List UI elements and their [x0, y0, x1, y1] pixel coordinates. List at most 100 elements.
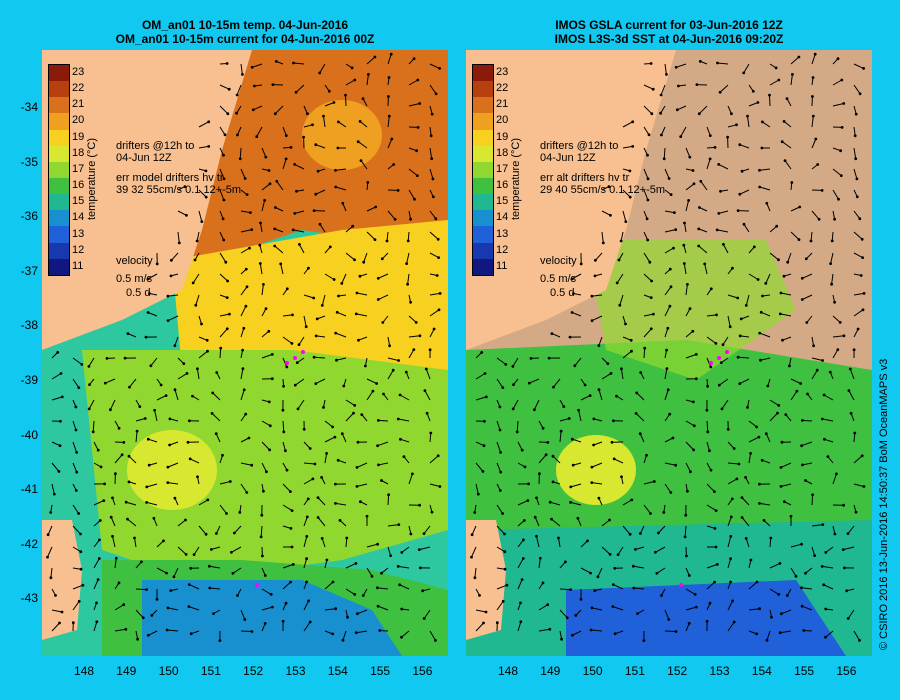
current-arrow-head [291, 313, 294, 317]
current-arrow-head [610, 440, 614, 444]
current-arrow-head [314, 192, 318, 196]
current-arrow-head [406, 282, 409, 286]
current-arrow [324, 608, 336, 611]
current-arrow-head [74, 405, 78, 409]
current-arrow [698, 245, 708, 254]
current-arrow [810, 231, 813, 242]
current-arrow-head [854, 157, 858, 161]
current-arrow-head [396, 565, 400, 568]
current-arrow-head [222, 153, 225, 157]
current-arrow [719, 84, 729, 93]
current-arrow-head [551, 454, 555, 458]
current-arrow-head [648, 260, 652, 264]
current-arrow-head [515, 430, 519, 434]
current-arrow-head [821, 359, 824, 362]
current-arrow-head [396, 189, 400, 192]
current-arrow-head [817, 217, 821, 221]
current-arrow [407, 273, 410, 285]
current-arrow-head [374, 205, 378, 209]
lat-label: -38 [20, 318, 38, 333]
left-colorbar [48, 64, 70, 276]
current-arrow [315, 144, 326, 149]
current-arrow-head [589, 628, 593, 632]
current-arrow-head [88, 383, 91, 386]
current-arrow-head [694, 353, 698, 356]
current-arrow-head [375, 382, 378, 385]
current-arrow [303, 536, 308, 548]
current-arrow [664, 328, 669, 338]
current-arrow [802, 273, 813, 279]
current-arrow-head [620, 367, 623, 371]
current-arrow-head [820, 565, 824, 568]
right-title-line1: IMOS GSLA current for 03-Jun-2016 12Z [555, 18, 783, 32]
current-arrow-head [686, 489, 689, 493]
current-arrow [706, 158, 711, 170]
current-arrow-head [613, 566, 617, 570]
current-arrow [378, 294, 389, 300]
current-arrow-head [768, 93, 771, 97]
current-arrow [790, 543, 802, 548]
current-arrow-head [231, 571, 235, 575]
left-days-label: 0.5 d [126, 287, 151, 299]
current-arrow-head [541, 426, 545, 430]
current-arrow-head [533, 515, 537, 519]
current-arrow [72, 357, 83, 365]
current-arrow-head [164, 394, 168, 397]
current-arrow-head [691, 400, 695, 404]
current-arrow [601, 231, 604, 243]
current-arrow-head [322, 114, 325, 118]
current-arrow-head [251, 108, 255, 112]
current-arrow [345, 399, 355, 406]
current-arrow [219, 189, 225, 201]
current-arrow [802, 294, 813, 300]
current-arrow [303, 516, 308, 527]
current-arrow-head [571, 633, 574, 637]
current-arrow [727, 441, 735, 449]
left-err-line2: 39 32 55cm/s 0.1 12+-5m [116, 184, 242, 196]
current-arrow-head [860, 237, 864, 241]
current-arrow-head [147, 633, 150, 637]
current-arrow-head [697, 112, 701, 116]
current-arrow [236, 105, 242, 114]
current-arrow [698, 228, 708, 233]
current-arrow-head [570, 311, 574, 314]
current-arrow-head [356, 440, 360, 444]
current-arrow-head [631, 145, 635, 148]
current-arrow-head [607, 185, 611, 189]
current-arrow-head [593, 589, 597, 592]
current-arrow-head [357, 338, 360, 342]
current-arrow-head [341, 201, 345, 205]
current-arrow-head [519, 620, 523, 624]
current-arrow [738, 356, 750, 359]
current-arrow [536, 536, 540, 548]
current-arrow-head [483, 372, 487, 375]
left-colorbar-tick: 22 [72, 82, 85, 95]
left-colorbar-swatch [49, 129, 69, 146]
current-arrow [335, 502, 347, 506]
current-arrow [47, 525, 53, 535]
current-arrow-head [601, 241, 605, 245]
current-arrow-head [687, 574, 691, 577]
current-arrow-head [854, 510, 858, 514]
current-arrow [475, 373, 486, 380]
current-arrow-head [833, 532, 837, 536]
current-arrow [765, 433, 771, 443]
current-arrow-head [719, 189, 722, 193]
current-arrow-head [215, 532, 218, 535]
current-arrow [198, 189, 207, 198]
current-arrow-head [498, 405, 502, 409]
current-arrow [198, 499, 209, 506]
current-arrow [356, 292, 368, 296]
current-arrow-head [225, 62, 229, 65]
current-arrow-head [391, 368, 395, 372]
current-arrow [366, 231, 376, 240]
current-arrow-head [804, 479, 807, 482]
right-colorbar-swatch [473, 177, 493, 195]
current-arrow-head [574, 614, 578, 617]
current-arrow [643, 252, 651, 263]
current-arrow-head [568, 335, 572, 339]
current-arrow [387, 494, 390, 506]
current-arrow-head [305, 557, 308, 561]
current-arrow-head [562, 405, 566, 408]
current-arrow-head [478, 594, 481, 597]
